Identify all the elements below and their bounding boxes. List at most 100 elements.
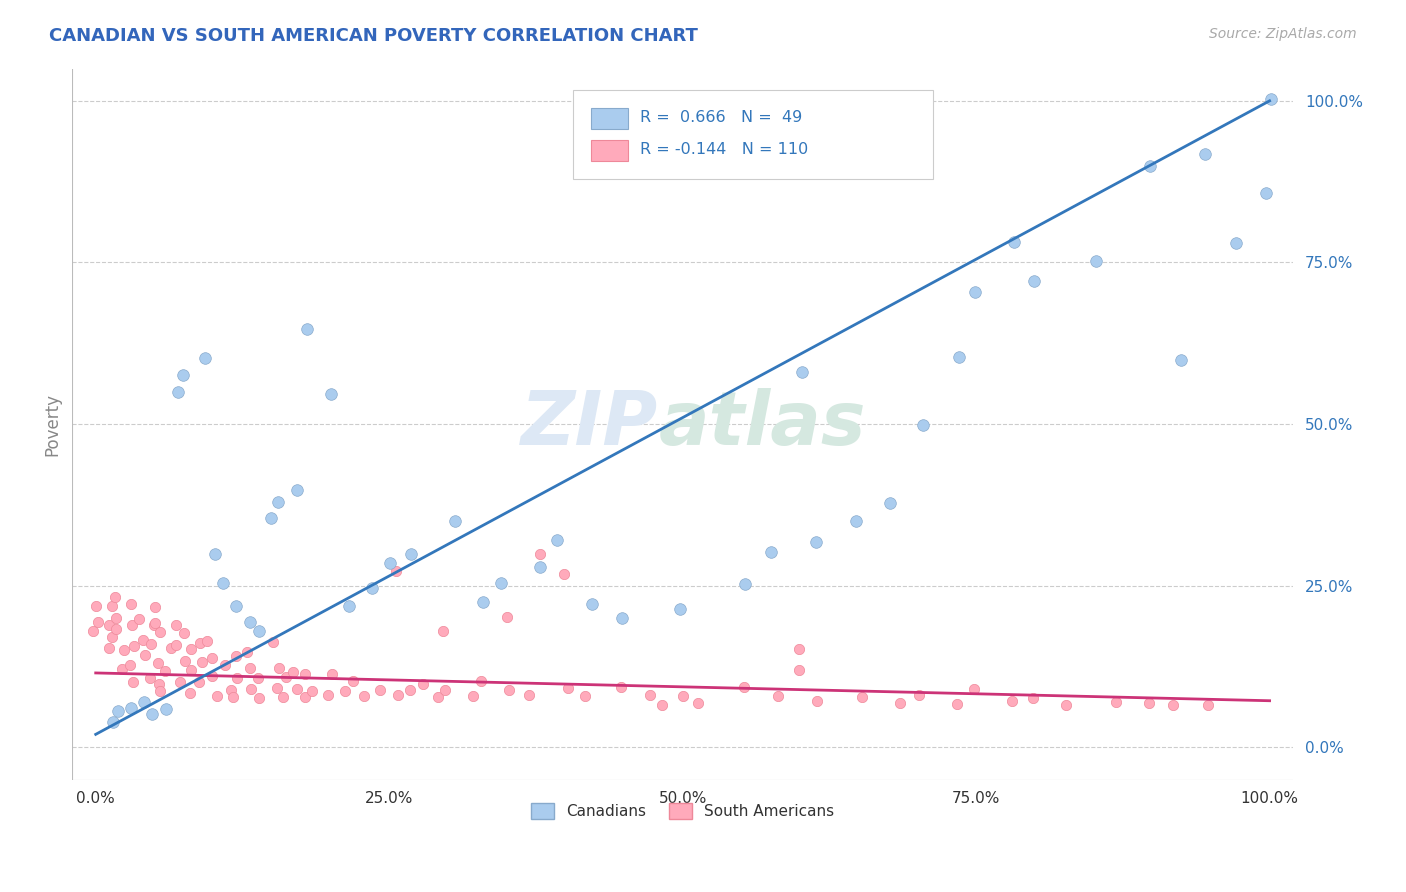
Point (574, 689, 596, 703)
Point (194, 351, 217, 366)
Point (101, 599, 124, 614)
Point (205, 690, 228, 704)
Point (546, 533, 568, 547)
Point (107, 704, 129, 718)
Point (148, 677, 170, 691)
Text: Source: ZipAtlas.com: Source: ZipAtlas.com (1209, 27, 1357, 41)
Point (267, 660, 290, 674)
Point (1105, 695, 1128, 709)
Point (266, 681, 288, 695)
Point (153, 664, 176, 678)
Point (1024, 274, 1046, 288)
Point (401, 547, 423, 561)
Point (84, 599, 107, 613)
Point (908, 689, 931, 703)
Point (112, 643, 135, 657)
Point (201, 651, 224, 665)
Point (529, 559, 551, 574)
Point (433, 683, 456, 698)
Point (948, 350, 970, 364)
Point (806, 535, 828, 549)
Point (132, 695, 155, 709)
Point (222, 690, 245, 704)
Point (294, 667, 316, 681)
Point (201, 669, 224, 683)
Point (581, 597, 603, 611)
Point (103, 715, 125, 730)
Point (187, 675, 209, 690)
Point (274, 670, 297, 684)
Point (669, 601, 692, 615)
Point (122, 674, 145, 689)
Y-axis label: Poverty: Poverty (44, 392, 60, 456)
Point (496, 610, 519, 624)
Point (236, 645, 259, 659)
Point (529, 547, 551, 561)
Point (787, 663, 810, 677)
Point (1161, 698, 1184, 712)
Point (1084, 254, 1107, 268)
Point (889, 696, 911, 710)
Text: R = -0.144   N = 110: R = -0.144 N = 110 (640, 142, 808, 157)
Point (273, 690, 295, 704)
Point (142, 617, 165, 632)
Point (143, 616, 166, 631)
Point (337, 599, 360, 613)
Point (267, 495, 290, 509)
FancyBboxPatch shape (591, 108, 627, 129)
Point (149, 683, 172, 698)
Point (165, 639, 187, 653)
Point (790, 365, 813, 379)
Point (444, 514, 467, 528)
Point (470, 674, 492, 689)
Point (963, 285, 986, 299)
Point (517, 688, 540, 702)
Point (82, 624, 104, 638)
Point (557, 681, 579, 696)
Point (766, 689, 789, 703)
Point (188, 636, 211, 650)
Point (1021, 691, 1043, 706)
Point (111, 662, 134, 676)
Point (195, 634, 218, 648)
Point (651, 698, 673, 713)
Point (297, 322, 319, 336)
FancyBboxPatch shape (572, 90, 934, 178)
Point (610, 680, 633, 694)
Point (173, 625, 195, 640)
Point (283, 665, 305, 679)
Point (180, 642, 202, 657)
Point (120, 657, 142, 672)
Point (1260, 92, 1282, 106)
Point (1254, 186, 1277, 201)
Point (316, 688, 339, 702)
Point (399, 682, 422, 697)
Point (247, 624, 270, 639)
Point (120, 701, 142, 715)
Point (98, 618, 121, 632)
Point (491, 575, 513, 590)
Point (139, 671, 162, 685)
Text: atlas: atlas (658, 387, 866, 460)
Point (141, 707, 163, 722)
Point (461, 689, 484, 703)
Point (98, 641, 121, 656)
Point (321, 666, 343, 681)
Point (688, 696, 710, 710)
Point (321, 386, 343, 401)
Point (239, 681, 262, 696)
Point (672, 689, 695, 703)
Point (285, 483, 308, 498)
Point (260, 510, 283, 524)
Point (225, 671, 247, 685)
Text: ZIP: ZIP (522, 387, 658, 460)
Point (432, 624, 454, 639)
Point (1225, 236, 1247, 251)
Point (845, 515, 868, 529)
Point (734, 577, 756, 591)
Point (190, 655, 212, 669)
Point (294, 690, 316, 704)
Point (172, 368, 194, 383)
Point (385, 564, 408, 578)
Point (1170, 352, 1192, 367)
